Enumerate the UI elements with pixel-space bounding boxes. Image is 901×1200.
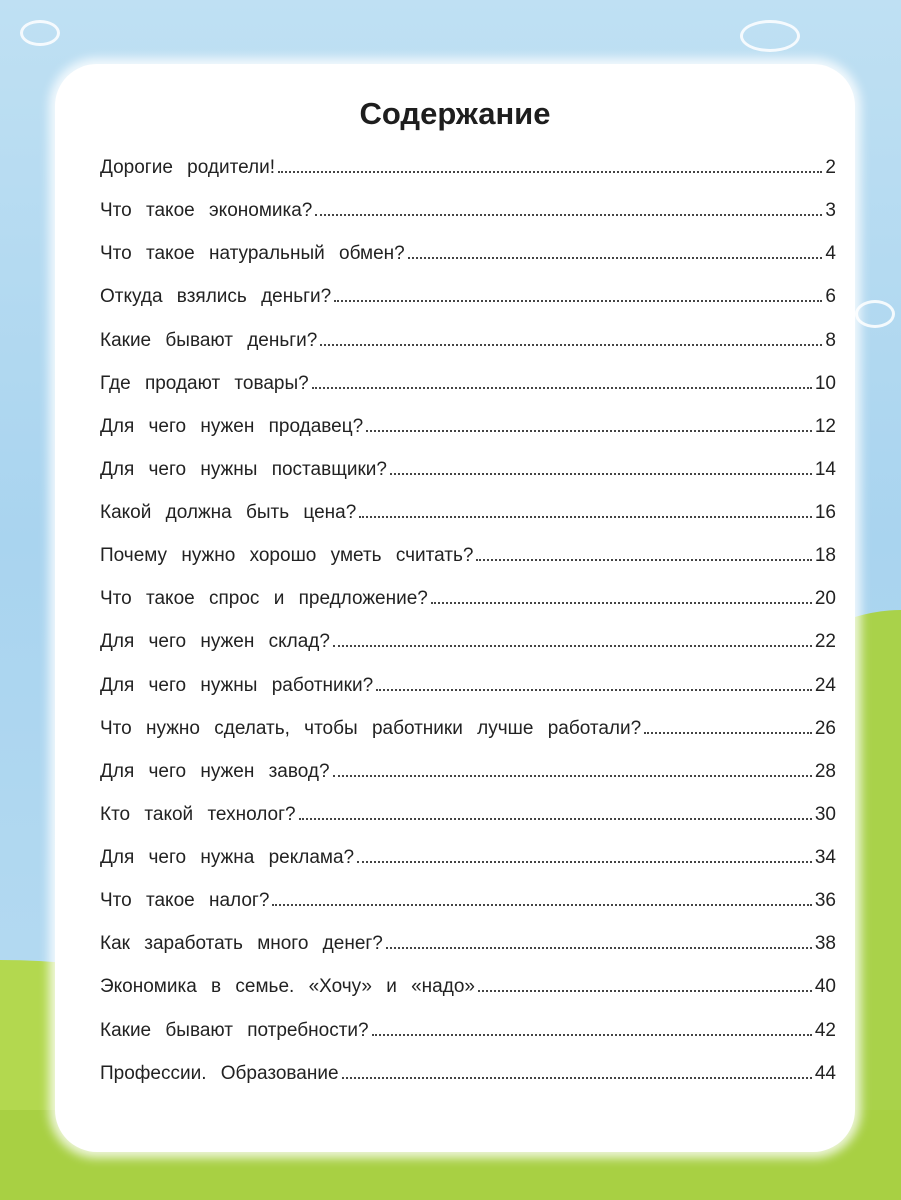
toc-entry-title: Для чего нужен продавец? xyxy=(100,415,364,437)
toc-entry-title: Где продают товары? xyxy=(100,372,309,394)
toc-entry[interactable]: Для чего нужен продавец? 12 xyxy=(100,416,836,459)
toc-entry-page: 8 xyxy=(825,329,836,351)
toc-entry-title: Профессии. Образование xyxy=(100,1062,339,1084)
toc-entry-title: Для чего нужны работники? xyxy=(100,674,374,696)
toc-entry[interactable]: Дорогие родители! 2 xyxy=(100,157,836,200)
dot-leader xyxy=(389,472,812,475)
contents-page xyxy=(55,64,855,1152)
cloud-decoration xyxy=(20,20,60,46)
dot-leader xyxy=(359,516,812,518)
toc-entry[interactable]: Для чего нужны поставщики? 14 xyxy=(100,459,836,502)
toc-entry[interactable]: Какие бывают потребности? 42 xyxy=(100,1020,836,1063)
toc-entry-page: 6 xyxy=(825,286,836,308)
toc-entry[interactable]: Как заработать много денег? 38 xyxy=(100,933,836,976)
toc-entry[interactable]: Что такое налог? 36 xyxy=(100,890,836,933)
toc-entry-title: Какие бывают потребности? xyxy=(100,1019,369,1041)
dot-leader xyxy=(385,947,812,950)
dot-leader xyxy=(477,990,812,993)
toc-entry[interactable]: Почему нужно хорошо уметь считать? 18 xyxy=(100,545,836,588)
toc-entry-page: 20 xyxy=(814,588,836,610)
dot-leader xyxy=(371,1033,812,1036)
toc-entry-page: 36 xyxy=(814,890,836,912)
dot-leader xyxy=(298,817,812,820)
cloud-decoration xyxy=(855,300,895,328)
dot-leader xyxy=(278,171,823,173)
toc-entry-title: Как заработать много денег? xyxy=(100,933,383,955)
dot-leader xyxy=(320,343,823,346)
toc-entry-page: 40 xyxy=(814,976,836,998)
toc-entry[interactable]: Какой должна быть цена? 16 xyxy=(100,502,836,545)
toc-entry-page: 24 xyxy=(814,674,836,696)
dot-leader xyxy=(272,904,812,907)
toc-entry-page: 26 xyxy=(814,717,836,739)
page-title: Содержание xyxy=(359,96,551,131)
dot-leader xyxy=(332,774,812,777)
toc-entry-title: Для чего нужен завод? xyxy=(100,760,330,782)
toc-entry-title: Что такое натуральный обмен? xyxy=(100,243,405,265)
dot-leader xyxy=(430,602,812,605)
toc-entry[interactable]: Для чего нужна реклама? 34 xyxy=(100,847,836,890)
toc-entry-title: Какие бывают деньги? xyxy=(100,329,318,351)
dot-leader xyxy=(315,214,823,217)
dot-leader xyxy=(376,688,812,691)
toc-entry-page: 14 xyxy=(814,458,836,480)
toc-entry[interactable]: Экономика в семье. «Хочу» и «надо» 40 xyxy=(100,976,836,1019)
toc-entry-page: 12 xyxy=(814,415,836,437)
dot-leader xyxy=(407,257,823,260)
toc-entry-title: Для чего нужен склад? xyxy=(100,631,330,653)
toc-entry-title: Откуда взялись деньги? xyxy=(100,286,332,308)
table-of-contents: Дорогие родители! 2 Что такое экономика? 3 Ч… xyxy=(100,157,836,1106)
dot-leader xyxy=(341,1076,812,1079)
toc-entry-page: 4 xyxy=(825,243,836,265)
dot-leader xyxy=(357,861,812,863)
toc-entry[interactable]: Кто такой технолог? 30 xyxy=(100,804,836,847)
dot-leader xyxy=(332,645,812,648)
toc-entry[interactable]: Откуда взялись деньги? 6 xyxy=(100,286,836,329)
toc-entry-page: 22 xyxy=(814,631,836,653)
toc-entry[interactable]: Что такое натуральный обмен? 4 xyxy=(100,243,836,286)
toc-entry-page: 16 xyxy=(814,502,836,523)
toc-entry[interactable]: Что нужно сделать, чтобы работники лучше… xyxy=(100,718,836,761)
toc-entry[interactable]: Где продают товары? 10 xyxy=(100,373,836,416)
toc-entry-title: Что такое экономика? xyxy=(100,200,313,222)
cloud-decoration xyxy=(740,20,800,52)
toc-entry-page: 28 xyxy=(814,760,836,782)
toc-entry-title: Кто такой технолог? xyxy=(100,803,296,825)
toc-entry-page: 30 xyxy=(814,803,836,825)
toc-entry-title: Для чего нужны поставщики? xyxy=(100,458,387,480)
toc-entry[interactable]: Для чего нужен завод? 28 xyxy=(100,761,836,804)
toc-entry-page: 42 xyxy=(814,1019,836,1041)
toc-entry[interactable]: Какие бывают деньги? 8 xyxy=(100,330,836,373)
toc-entry[interactable]: Что такое спрос и предложение? 20 xyxy=(100,588,836,631)
toc-entry-page: 10 xyxy=(814,372,836,394)
dot-leader xyxy=(644,731,812,734)
dot-leader xyxy=(311,386,812,389)
toc-entry-title: Для чего нужна реклама? xyxy=(100,847,355,868)
dot-leader xyxy=(476,559,812,562)
toc-entry-title: Что такое спрос и предложение? xyxy=(100,588,428,610)
toc-entry[interactable]: Что такое экономика? 3 xyxy=(100,200,836,243)
toc-entry-title: Почему нужно хорошо уметь считать? xyxy=(100,545,474,567)
toc-entry-title: Дорогие родители! xyxy=(100,157,275,178)
dot-leader xyxy=(366,429,812,432)
toc-entry-page: 2 xyxy=(825,157,836,178)
toc-entry-page: 3 xyxy=(825,200,836,222)
toc-entry-title: Что такое налог? xyxy=(100,890,270,912)
toc-entry-page: 44 xyxy=(814,1062,836,1084)
toc-entry-title: Экономика в семье. «Хочу» и «надо» xyxy=(100,976,475,998)
dot-leader xyxy=(334,300,823,303)
toc-entry-title: Какой должна быть цена? xyxy=(100,502,357,523)
toc-entry-page: 34 xyxy=(814,847,836,868)
toc-entry-page: 38 xyxy=(814,933,836,955)
toc-entry[interactable]: Для чего нужен склад? 22 xyxy=(100,631,836,674)
toc-entry[interactable]: Для чего нужны работники? 24 xyxy=(100,675,836,718)
toc-entry-title: Что нужно сделать, чтобы работники лучше… xyxy=(100,717,642,739)
toc-entry-page: 18 xyxy=(814,545,836,567)
toc-entry[interactable]: Профессии. Образование 44 xyxy=(100,1063,836,1106)
